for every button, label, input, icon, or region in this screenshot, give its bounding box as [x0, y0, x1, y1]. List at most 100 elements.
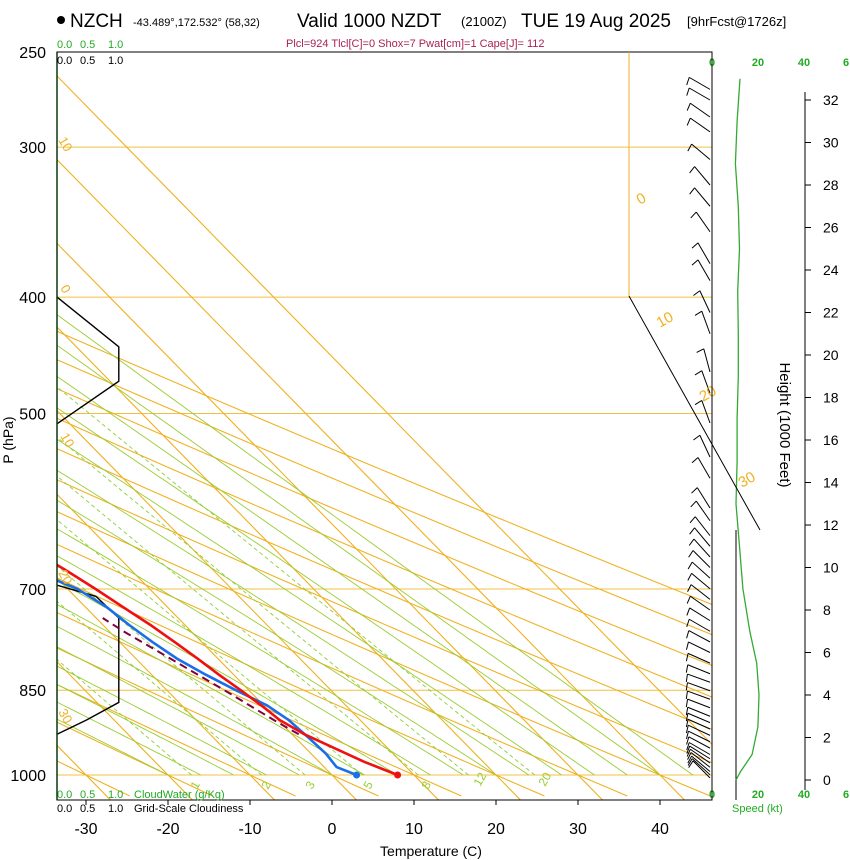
wind-barb-shaft	[687, 690, 711, 700]
x-tick-label--30: -30	[74, 821, 97, 838]
wind-barb-shaft	[691, 561, 711, 579]
mixing-ratio-5	[57, 519, 363, 776]
wind-barb-33	[691, 457, 711, 479]
wind-barb-flag	[694, 310, 703, 316]
wind-barb-flag	[685, 699, 689, 708]
wind-barb-14	[685, 690, 711, 700]
surface-temperature-point	[394, 771, 402, 779]
wind-barb-flag	[686, 77, 690, 86]
x-axis-title: Temperature (C)	[380, 843, 482, 859]
wind-barb-shaft	[690, 117, 711, 133]
isotherm-10	[57, 409, 439, 800]
speed-tick-top-3: 6	[843, 57, 849, 69]
wind-barb-flag	[686, 619, 690, 628]
surface-dewpoint-point	[353, 771, 361, 779]
wind-barb-shaft	[688, 76, 711, 90]
isotherm-0	[57, 493, 357, 800]
wind-barb-shaft	[701, 400, 711, 424]
wind-barb-flag	[689, 187, 695, 195]
wind-barb-flag	[686, 749, 691, 757]
dry-adiabat-label-10: 10	[654, 308, 677, 331]
wind-barb-shaft	[687, 712, 711, 724]
wind-barb-15	[685, 682, 711, 692]
moist-adiabat-12	[57, 555, 431, 776]
valid-utc: (2100Z)	[461, 14, 507, 29]
wind-barb-flag	[687, 758, 693, 766]
wind-barb-flag	[686, 630, 690, 639]
isotherm-label-left-1: 0	[57, 282, 74, 296]
moist-adiabat-44	[57, 314, 694, 776]
height-label-28: 28	[823, 177, 839, 193]
wind-barb-flag	[685, 719, 689, 728]
wind-barb-flag	[685, 653, 689, 662]
wind-barb-shaft	[694, 516, 711, 536]
height-label-22: 22	[823, 305, 839, 321]
wind-barb-flag	[685, 713, 689, 722]
mixing-ratio-12	[57, 436, 469, 776]
wind-barb-flag	[685, 664, 689, 673]
wind-barb-flag	[689, 516, 696, 524]
wind-speed-trace	[734, 78, 760, 781]
dry-adiabat-label-20: 20	[697, 382, 720, 405]
isotherm--10	[57, 577, 275, 800]
wind-barb-shaft	[691, 143, 711, 160]
height-label-26: 26	[823, 220, 839, 236]
forecast-label: [9hrFcst@1726z]	[687, 14, 786, 29]
cloud-water-scale-bottom-2: 1.0	[108, 789, 123, 801]
mixing-ratio-1	[57, 658, 192, 776]
valid-time: Valid 1000 NZDT	[297, 11, 442, 32]
parcel-trace	[102, 617, 300, 736]
wind-barb-shaft	[697, 242, 711, 264]
wind-barb-flag	[694, 370, 703, 376]
height-label-16: 16	[823, 432, 839, 448]
mixing-ratio-label-5: 5	[360, 778, 376, 791]
speed-tick-top-1: 20	[752, 57, 764, 69]
wind-barb-flag	[693, 434, 701, 441]
pressure-label-300: 300	[19, 140, 46, 157]
wind-barb-0	[688, 760, 711, 779]
wind-barb-13	[685, 698, 711, 709]
pressure-label-400: 400	[19, 290, 46, 307]
station-location: -43.489°,172.532° (58,32)	[133, 17, 260, 29]
temperature-trace	[57, 563, 399, 777]
wind-barb-38	[694, 310, 711, 334]
wind-barb-2	[687, 755, 711, 772]
wind-barb-shaft	[687, 652, 711, 664]
mixing-ratio-20	[57, 386, 535, 776]
x-tick-label-10: 10	[405, 821, 423, 838]
wind-barb-shaft	[701, 370, 711, 394]
wind-barb-shaft	[694, 166, 711, 186]
wind-barb-flag	[686, 736, 690, 745]
wind-barb-flag	[686, 87, 690, 96]
wind-barb-37	[696, 348, 711, 373]
axis-titles: Temperature (C) P (hPa) Height (1000 Fee…	[0, 362, 793, 859]
wind-barb-shaft	[688, 618, 711, 632]
cloudiness-label: Grid-Scale Cloudiness	[134, 803, 244, 815]
dry-adiabat-40	[57, 511, 711, 797]
wind-barb-19	[685, 641, 711, 653]
wind-barb-flag	[688, 550, 694, 558]
moist-adiabat-32	[57, 407, 595, 776]
wind-barb-shaft	[690, 595, 711, 611]
moist-adiabat-40	[57, 344, 661, 776]
wind-barb-shaft	[697, 457, 711, 479]
wind-barb-11	[685, 712, 711, 724]
mixing-ratio-2	[57, 600, 262, 776]
isotherm-30	[57, 242, 603, 800]
moist-adiabat-36	[57, 375, 628, 776]
wind-barb-shaft	[691, 755, 711, 772]
moist-adiabat-4	[57, 603, 366, 776]
moist-adiabat--12	[57, 683, 234, 776]
wind-barb-30	[689, 516, 711, 536]
moist-adiabat--4	[57, 646, 300, 776]
y-axis-title: P (hPa)	[0, 416, 16, 463]
cloudiness-scale-top-2: 1.0	[108, 55, 123, 67]
wind-barb-18	[685, 652, 711, 664]
wind-barb-flag	[687, 752, 692, 760]
wind-barb-shaft	[688, 730, 711, 743]
station-name: NZCH	[70, 11, 123, 32]
height-label-0: 0	[823, 772, 831, 788]
stability-params: Plcl=924 Tlcl[C]=0 Shox=7 Pwat[cm]=1 Cap…	[286, 38, 545, 50]
dry-adiabat-30	[57, 543, 628, 797]
wind-barb-3	[687, 752, 711, 768]
